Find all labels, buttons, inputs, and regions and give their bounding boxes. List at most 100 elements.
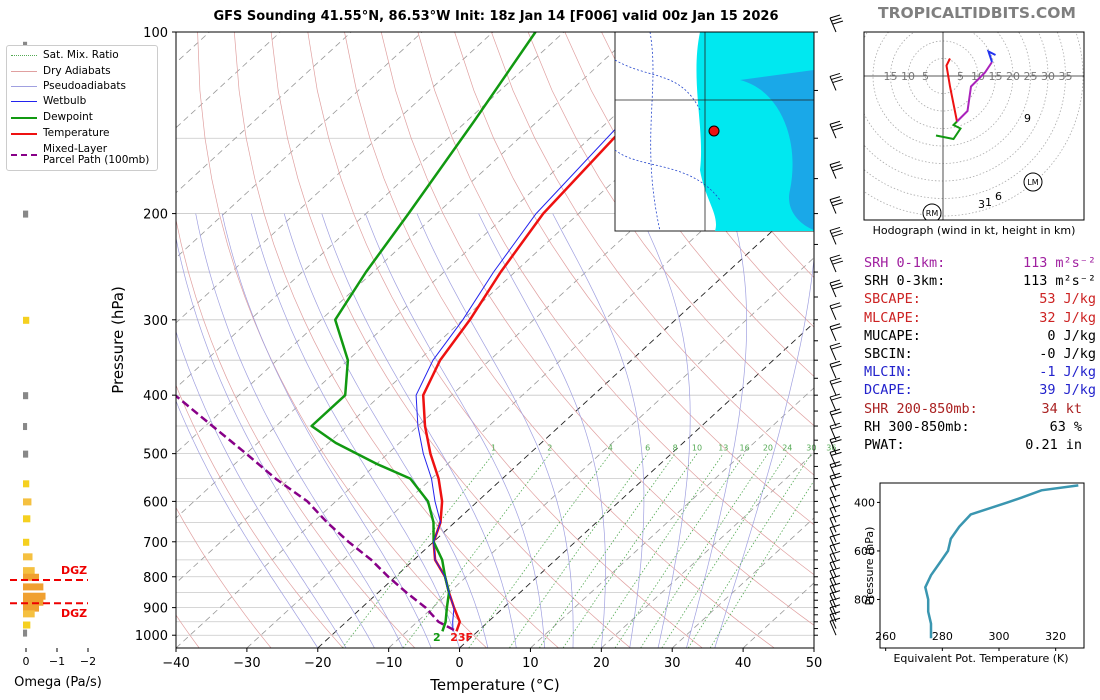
param-label: MLCAPE: (864, 309, 921, 326)
hodo-trace (986, 49, 996, 63)
wind-barb (829, 230, 837, 245)
hodo-height-label: 3 (978, 198, 985, 211)
param-number: 39 (1039, 382, 1056, 399)
wind-barb-flag (829, 533, 841, 538)
y-tick-label: 600 (143, 495, 168, 510)
mixing-ratio-label: 6 (645, 444, 650, 453)
wind-barb-flag (831, 380, 842, 385)
legend-label: Pseudoadiabats (43, 80, 126, 92)
surface-temp-label: 23F (450, 631, 473, 644)
hodo-ring-label: 35 (1059, 70, 1073, 83)
param-row: MLCIN: -1 J/kg (864, 363, 1096, 381)
param-unit: J/kg (1063, 382, 1096, 399)
wind-barb-flag (831, 123, 842, 128)
wind-barb-flag (831, 199, 842, 204)
wind-barb-flag (829, 590, 841, 595)
param-unit: J/kg (1063, 291, 1096, 308)
wind-barb-flag (831, 229, 842, 234)
pseudoadiabat (221, 213, 432, 648)
legend-item-dew: Dewpoint (11, 112, 93, 123)
wind-barb-flag (829, 360, 841, 365)
wind-barb-flag (829, 342, 841, 347)
pseudoadiabat (365, 213, 545, 648)
wind-barb-flag (831, 345, 842, 350)
wind-barb-flag (829, 14, 841, 19)
wind-barb-flag (829, 494, 841, 499)
wind-barb-flag (829, 72, 841, 77)
wind-barb-flag (831, 305, 842, 310)
wind-barb-flag (832, 20, 844, 25)
omega-bar (23, 592, 46, 600)
y-tick-label: 400 (143, 389, 168, 404)
param-unit: m²s⁻² (1055, 255, 1096, 271)
wind-barb-flag (829, 422, 841, 427)
y-tick-label: 900 (143, 602, 168, 617)
hodo-ring-label: 25 (1024, 70, 1038, 83)
x-tick-label: 0 (455, 656, 463, 671)
pseudoadiabat (176, 330, 347, 648)
omega-bar (23, 515, 31, 523)
omega-tick-label: −2 (80, 655, 96, 668)
omega-tick-label: 0 (23, 655, 30, 668)
wind-barb (829, 614, 837, 629)
legend-label: Dewpoint (43, 111, 93, 123)
wind-barb-flag (831, 464, 842, 469)
wind-barb (829, 600, 837, 615)
dry-adiabat (454, 32, 814, 526)
wind-barb-flag (829, 550, 841, 555)
x-tick-label: 30 (664, 656, 681, 671)
theta-e-x-tick-label: 260 (875, 630, 896, 643)
param-row: SBCAPE: 53 J/kg (864, 290, 1096, 308)
omega-bar (23, 450, 29, 458)
pseudoadiabat (639, 213, 691, 648)
wind-barb-flag (829, 448, 841, 453)
wind-barb-flag (829, 582, 841, 587)
param-label: MLCIN: (864, 364, 913, 381)
wind-barb (829, 364, 837, 379)
param-value: 113 m²s⁻² (1023, 254, 1096, 272)
legend-label: Dry Adiabats (43, 65, 111, 77)
theta-e-y-tick-label: 800 (854, 593, 875, 606)
wind-barb-flag (829, 408, 841, 413)
wind-barb (829, 476, 837, 491)
mixing-ratio-line (562, 453, 698, 648)
hodo-height-label: 1 (985, 196, 992, 209)
wind-barb (829, 497, 837, 513)
isotherm (176, 32, 777, 584)
param-unit: J/kg (1063, 364, 1096, 381)
omega-bar (23, 604, 40, 612)
param-value: 34 kt (1041, 400, 1096, 418)
wind-barb-flag (829, 302, 841, 307)
param-label: SHR 200-850mb: (864, 400, 978, 417)
wind-barb (829, 593, 837, 608)
wind-barb-flag (831, 425, 842, 430)
mixing-ratio-line (509, 453, 649, 648)
wind-barb (829, 452, 837, 467)
param-unit: J/kg (1063, 309, 1096, 326)
omega-bar (23, 583, 44, 591)
omega-bar (23, 567, 35, 575)
wind-barb-flag (831, 439, 842, 444)
hodo-height-label: 6 (995, 190, 1002, 203)
legend-label: Sat. Mix. Ratio (43, 49, 119, 61)
dry-adiabat (233, 32, 559, 648)
hodo-ring-label: 10 (971, 70, 985, 83)
surface-dewpoint-label: 2 (433, 631, 441, 644)
param-unit: in (1065, 437, 1082, 454)
param-number: 113 (1022, 255, 1048, 271)
omega-bar (23, 610, 35, 618)
theta-e-x-label: Equivalent Pot. Temperature (K) (893, 652, 1068, 665)
param-number: -0 (1039, 346, 1056, 363)
site-brand[interactable]: TROPICALTIDBITS.COM (878, 4, 1076, 22)
wind-barb-flag (831, 396, 842, 401)
wind-barb (829, 545, 837, 561)
wind-barb-flag (829, 161, 841, 166)
pseudoadiabat (176, 236, 375, 648)
wind-barb (829, 508, 837, 523)
x-tick-label: 20 (593, 656, 610, 671)
mixing-ratio-line (538, 453, 676, 648)
param-unit: J/kg (1063, 346, 1096, 363)
wind-barb (829, 380, 837, 396)
omega-bar (23, 573, 40, 581)
mixing-ratio-line (661, 453, 788, 648)
